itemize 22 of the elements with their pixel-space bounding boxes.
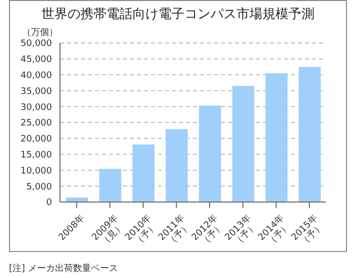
bar (66, 198, 88, 202)
bar (199, 106, 221, 202)
y-tick-label: 20,000 (20, 134, 52, 145)
y-tick-label: 45,000 (20, 55, 52, 66)
bar (166, 129, 188, 202)
bar (298, 66, 321, 202)
y-tick-label: 35,000 (20, 86, 52, 97)
bar (232, 86, 254, 202)
bar (132, 144, 154, 202)
y-tick-label: 30,000 (20, 102, 52, 113)
y-tick-label: 10,000 (20, 166, 52, 176)
chart-title: 世界の携帯電話向け電子コンパス市場規模予測 (40, 6, 316, 23)
bar (266, 73, 288, 202)
y-tick-label: 50,000 (20, 39, 52, 50)
y-tick-label: 0 (46, 198, 52, 208)
y-tick-label: 25,000 (20, 118, 52, 129)
y-tick-label: 40,000 (20, 70, 52, 81)
text: [注] メーカ出荷数量ベース (9, 262, 118, 275)
y-tick-label: 15,000 (20, 150, 52, 160)
y-tick-label: 5,000 (26, 182, 52, 192)
y-axis-title: （万個） (22, 27, 58, 39)
bar (99, 168, 122, 202)
